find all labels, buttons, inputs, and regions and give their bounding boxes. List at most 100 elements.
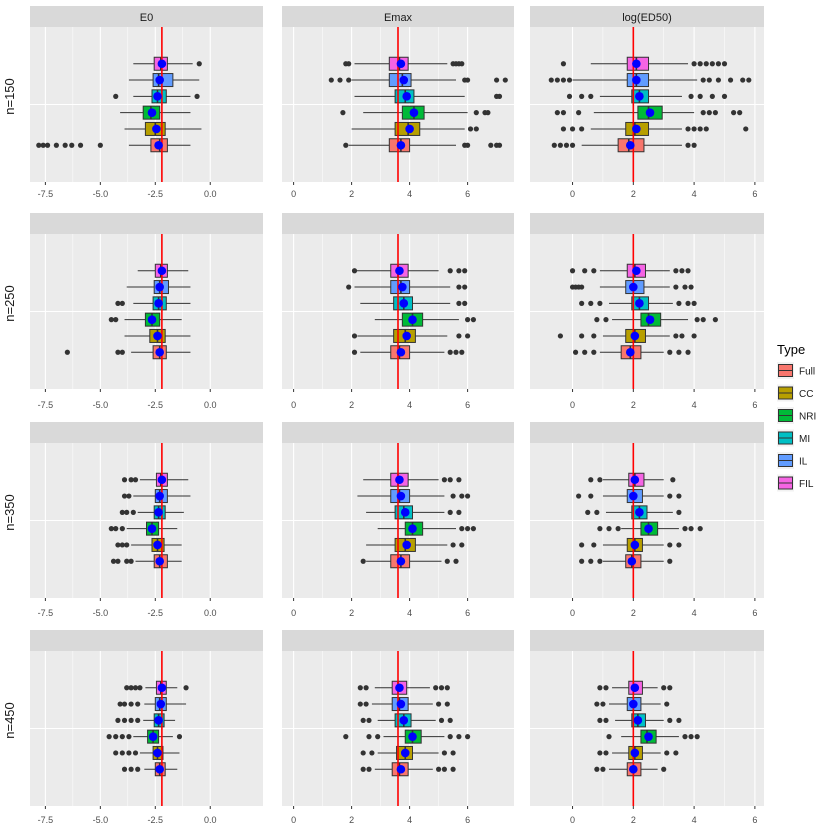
mean-point [635, 92, 644, 101]
outlier-point [576, 110, 582, 116]
panel-3-0: -7.5 -5.0 -2.5 0.0 [30, 651, 263, 825]
mean-point [630, 331, 640, 341]
mean-point [399, 75, 409, 85]
outlier-point [664, 701, 670, 707]
outlier-point [676, 493, 682, 499]
outlier-point [715, 77, 722, 83]
outlier-point [117, 701, 123, 707]
legend-label: CC [799, 389, 813, 400]
mean-point [154, 508, 163, 517]
x-tick-label: 4 [407, 815, 412, 825]
outlier-point [673, 750, 679, 756]
outlier-point [337, 77, 343, 83]
legend-label: NRI [799, 412, 816, 423]
outlier-point [691, 61, 697, 67]
facet-strip-2 [530, 6, 764, 27]
outlier-point [585, 509, 591, 515]
outlier-point [196, 61, 202, 67]
legend-label: Full [799, 367, 815, 378]
box-cc [366, 537, 465, 552]
outlier-point [459, 493, 465, 499]
outlier-point [132, 750, 139, 756]
mean-point [153, 331, 162, 341]
mean-point [155, 347, 164, 357]
outlier-point [712, 110, 718, 116]
outlier-point [603, 750, 609, 756]
outlier-point [676, 542, 682, 548]
outlier-point [119, 349, 125, 355]
outlier-point [346, 61, 352, 67]
x-tick-label: 2 [631, 400, 636, 410]
outlier-point [588, 558, 594, 564]
outlier-point [579, 300, 585, 306]
outlier-point [343, 142, 349, 148]
outlier-point [438, 717, 445, 723]
outlier-point [591, 542, 597, 548]
outlier-point [715, 61, 722, 67]
facet-strip-1 [282, 6, 514, 27]
mean-point [396, 347, 406, 357]
outlier-point [615, 526, 621, 532]
outlier-point [115, 300, 121, 306]
box-full [551, 138, 697, 153]
outlier-point [709, 93, 715, 99]
mean-point [156, 699, 166, 709]
mean-point [157, 266, 167, 276]
outlier-point [135, 701, 141, 707]
outlier-point [438, 685, 445, 691]
outlier-point [691, 300, 697, 306]
mean-point [408, 315, 417, 324]
box-cc [124, 121, 202, 136]
outlier-point [582, 268, 588, 274]
outlier-point [688, 734, 694, 740]
outlier-point [115, 349, 121, 355]
outlier-point [721, 61, 728, 67]
outlier-point [594, 317, 600, 323]
outlier-point [679, 333, 685, 339]
outlier-point [597, 526, 603, 532]
legend-item-cc: CC [777, 384, 813, 402]
x-tick-label: 6 [465, 815, 470, 825]
legend-item-nri: NRI [777, 407, 816, 424]
outlier-point [685, 142, 691, 148]
x-tick-label: 0.0 [204, 815, 217, 825]
x-tick-label: 4 [692, 815, 697, 825]
outlier-point [447, 509, 453, 515]
outlier-point [667, 717, 673, 723]
outlier-point [703, 61, 709, 67]
outlier-point [685, 126, 691, 132]
mean-point [408, 524, 417, 533]
outlier-point [576, 493, 582, 499]
x-tick-label: -2.5 [148, 608, 164, 618]
x-tick-label: 2 [631, 608, 636, 618]
outlier-point [470, 317, 476, 323]
mean-point [157, 683, 167, 693]
outlier-point [77, 142, 84, 148]
outlier-point [579, 284, 585, 290]
outlier-point [121, 766, 128, 772]
outlier-point [119, 509, 125, 515]
mean-point [396, 764, 406, 774]
outlier-point [130, 509, 136, 515]
x-tick-label: -7.5 [38, 189, 54, 199]
outlier-point [485, 110, 491, 116]
outlier-point [369, 750, 375, 756]
mean-point [396, 59, 406, 69]
outlier-point [124, 558, 130, 564]
outlier-point [661, 685, 667, 691]
outlier-point [688, 284, 694, 290]
mean-point [395, 266, 404, 276]
x-tick-label: 2 [631, 815, 636, 825]
x-tick-label: 4 [407, 608, 412, 618]
outlier-point [462, 268, 468, 274]
outlier-point [64, 349, 70, 355]
outlier-point [579, 558, 585, 564]
mean-point [398, 282, 407, 292]
outlier-point [44, 142, 51, 148]
outlier-point [351, 333, 358, 339]
legend-items: Full CC NRI MI IL FIL [777, 362, 816, 492]
panel-3-1: 0 2 4 6 [282, 651, 514, 825]
outlier-point [694, 317, 700, 323]
mean-point [629, 764, 638, 774]
outlier-point [569, 268, 576, 274]
